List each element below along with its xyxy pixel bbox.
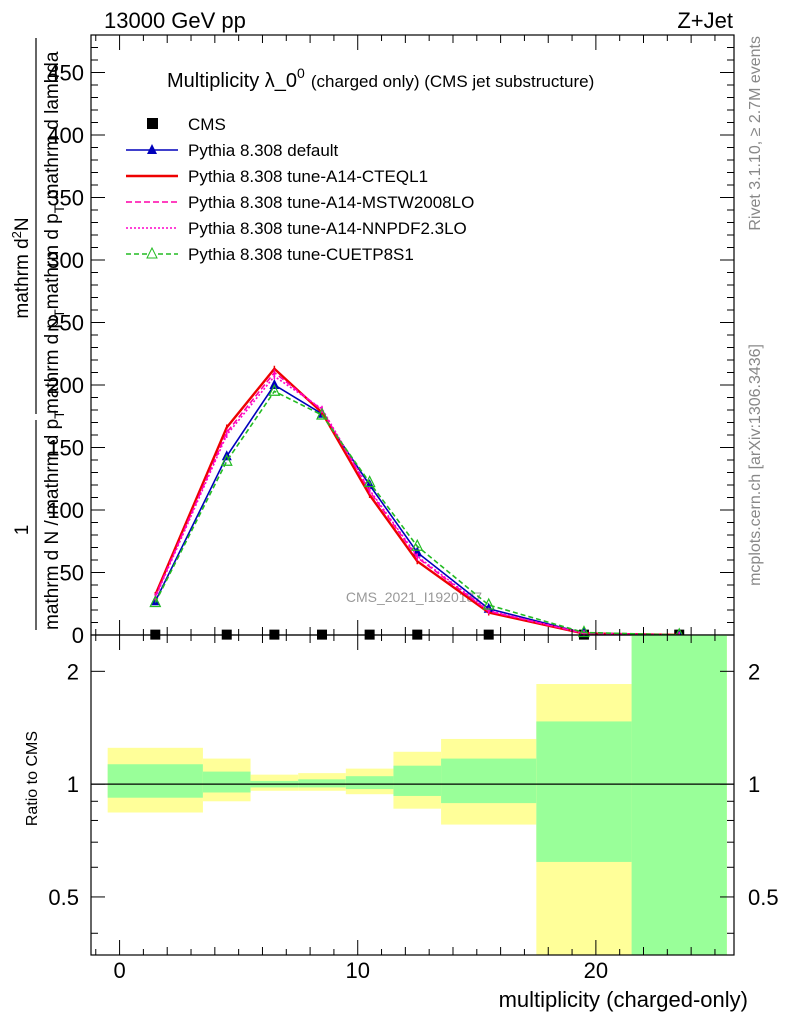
main-panel: CMS_2021_I1920187 0 50 100 150 200 250 300 350 4… [9, 34, 735, 648]
ratio-y-axis: 0.5 0.5 1 1 2 2 [48, 659, 779, 934]
ylabel-denominator: mathrm d N / mathrm d pT [42, 410, 67, 630]
legend: CMS Pythia 8.308 default Pythia 8.308 tune… [126, 115, 474, 264]
ylabel-right-denominator: mathrm d pTmathrm d pT mathrm d lambda [42, 51, 67, 414]
ratio-bands [107, 635, 727, 955]
series-line-4 [154, 390, 680, 636]
chart-title-main: Multiplicity λ_0 [167, 70, 297, 92]
y-tick-label: 250 [47, 311, 84, 336]
y-tick-label: 450 [47, 61, 84, 86]
series-marker [482, 597, 495, 610]
ratio-stat-band-3 [298, 779, 346, 788]
ylabel-right-numerator: mathrm d2N [9, 217, 33, 318]
ratio-y-tick-label: 2 [67, 659, 79, 684]
ratio-stat-band-7 [536, 721, 632, 862]
main-x-ticks [95, 35, 716, 635]
ylabel-numerator: 1 [12, 525, 33, 536]
ratio-y-tick-label-right: 0.5 [748, 885, 779, 910]
ratio-y-tick-label-right: 2 [748, 659, 760, 684]
ratio-panel: 0.5 0.5 1 1 2 2 0 10 20 Ratio to CMS multiplici… [24, 634, 779, 1012]
y-tick-label: 150 [47, 436, 84, 461]
chart-title: Multiplicity λ_00 (charged only) (CMS jet… [167, 65, 594, 92]
ratio-stat-band-8 [631, 635, 727, 955]
ratio-stat-band-4 [345, 776, 394, 790]
legend-label-2: Pythia 8.308 tune-A14-MSTW2008LO [188, 193, 474, 212]
x-tick-label: 20 [584, 958, 608, 983]
x-tick-label: 10 [345, 958, 369, 983]
series-marker [149, 595, 162, 608]
y-tick-label: 200 [47, 373, 84, 398]
ratio-y-tick-label: 0.5 [48, 885, 79, 910]
chart-title-suffix: (charged only) (CMS jet substructure) [311, 72, 594, 91]
legend-marker [147, 144, 157, 154]
rivet-label: Rivet 3.1.10, ≥ 2.7M events [747, 36, 764, 231]
series-marker [363, 475, 376, 488]
legend-label-3: Pythia 8.308 tune-A14-NNPDF2.3LO [188, 219, 467, 238]
energy-label: 13000 GeV pp [104, 8, 246, 33]
ratio-y-tick-label: 1 [67, 772, 79, 797]
legend-marker [146, 246, 158, 259]
series-marker [220, 453, 233, 466]
main-y-axis: 0 50 100 150 200 250 300 350 400 450 [47, 47, 734, 648]
y-tick-label: 350 [47, 186, 84, 211]
legend-marker-cms [147, 118, 158, 129]
main-ylabel: 1 mathrm d N / mathrm d pT mathrm d2N ma… [9, 38, 67, 630]
x-tick-label: 0 [113, 958, 125, 983]
series-marker [316, 407, 328, 420]
ratio-stat-band-1 [202, 771, 251, 793]
y-tick-label: 300 [47, 248, 84, 273]
ratio-stat-band-6 [441, 758, 537, 804]
y-tick-label: 50 [60, 561, 84, 586]
y-tick-label: 0 [72, 623, 84, 648]
y-tick-label: 400 [47, 123, 84, 148]
legend-label-cms: CMS [188, 115, 226, 134]
mcplots-label: mcplots.cern.ch [arXiv:1306.3436] [747, 344, 764, 586]
ratio-frame [90, 634, 735, 956]
ratio-stat-band-0 [107, 764, 203, 798]
y-tick-label: 100 [47, 498, 84, 523]
series-marker [411, 538, 424, 551]
ratio-y-tick-label-right: 1 [748, 772, 760, 797]
x-axis-title: multiplicity (charged-only) [499, 987, 748, 1012]
legend-label-1: Pythia 8.308 tune-A14-CTEQL1 [188, 167, 428, 186]
legend-label-0: Pythia 8.308 default [188, 141, 339, 160]
analysis-watermark: CMS_2021_I1920187 [346, 589, 482, 605]
series-marker [268, 383, 281, 396]
legend-label-4: Pythia 8.308 tune-CUETP8S1 [188, 245, 414, 264]
ratio-x-axis: 0 10 20 [95, 635, 716, 983]
ratio-ylabel: Ratio to CMS [24, 731, 41, 826]
ratio-stat-band-5 [393, 765, 442, 796]
process-label: Z+Jet [677, 8, 733, 33]
chart-title-sup: 0 [297, 65, 305, 81]
series-marker [577, 625, 590, 638]
